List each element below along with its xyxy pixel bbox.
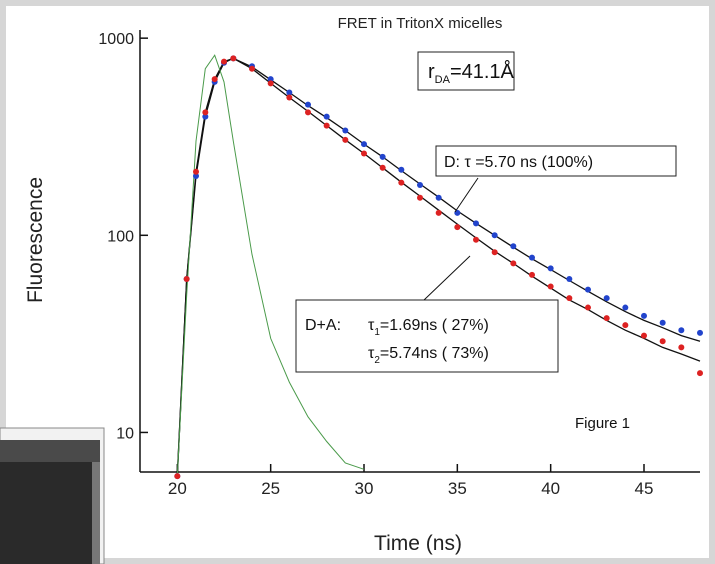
annotation: D: τ =5.70 ns (100%): [444, 154, 593, 171]
point: [678, 327, 685, 334]
point: [566, 276, 573, 283]
point: [417, 194, 423, 201]
photo: [0, 440, 100, 462]
x-axis-label: Time (ns): [374, 532, 462, 555]
x-tick-label: 30: [355, 479, 374, 498]
subscript: DA: [435, 74, 451, 86]
point: [622, 322, 629, 329]
point: [342, 136, 349, 143]
point: [230, 55, 237, 62]
point: [547, 265, 554, 272]
point: [491, 249, 498, 256]
point: [641, 312, 647, 319]
photo-inset: [0, 427, 105, 564]
point: [417, 181, 423, 188]
point: [211, 76, 218, 83]
point: [697, 370, 703, 377]
annotation-box: [417, 51, 515, 91]
point: [435, 209, 442, 216]
subscript: 1: [374, 327, 380, 338]
y-tick-label: 10: [116, 425, 134, 442]
point: [603, 315, 610, 322]
y-tick-label: 1000: [98, 31, 134, 48]
annotation: D+A:: [305, 317, 341, 334]
arrow: [423, 255, 471, 301]
point: [641, 332, 647, 339]
point: [361, 150, 367, 157]
point: [323, 122, 330, 129]
annotation: τ1=1.69ns ( 27%): [368, 317, 489, 338]
x-tick-label: 20: [168, 479, 187, 498]
point: [547, 283, 554, 290]
y-axis-label: Fluorescence: [24, 177, 47, 303]
point: [193, 172, 199, 179]
point: [379, 153, 386, 160]
annotation: τ2=5.74ns ( 73%): [368, 345, 489, 366]
point: [678, 344, 685, 351]
line: [176, 54, 365, 477]
annotation: rDA=41.1Å: [428, 60, 515, 86]
point: [491, 232, 498, 239]
chart-title: FRET in TritonX micelles: [338, 15, 503, 32]
point: [323, 113, 330, 120]
point: [473, 236, 479, 243]
symbol: r: [428, 61, 435, 83]
annotation-box: [435, 145, 677, 177]
point: [510, 260, 517, 267]
page: [6, 6, 709, 558]
x-tick-label: 45: [635, 479, 654, 498]
point: [454, 224, 461, 231]
point: [454, 209, 461, 216]
point: [510, 243, 517, 250]
point: [221, 58, 227, 65]
point: [305, 109, 311, 116]
annotation: Figure 1: [575, 415, 630, 432]
point: [305, 101, 311, 108]
point: [286, 89, 293, 96]
point: [398, 179, 405, 186]
point: [659, 338, 666, 345]
point: [193, 168, 199, 175]
point: [697, 329, 703, 336]
point: [566, 295, 573, 302]
photo: [92, 462, 100, 564]
point: [622, 304, 629, 311]
point: [249, 65, 255, 72]
annotation-text: =1.69ns ( 27%): [380, 317, 489, 334]
annotation-text: =41.1Å: [450, 60, 515, 83]
subscript: 2: [374, 355, 380, 366]
point: [398, 166, 405, 173]
point: [202, 109, 209, 116]
point: [174, 473, 181, 480]
point: [435, 194, 442, 201]
point: [529, 254, 535, 261]
point: [267, 76, 274, 83]
point: [183, 276, 190, 283]
point: [473, 220, 479, 227]
point: [286, 94, 293, 101]
point: [202, 113, 209, 120]
point: [585, 304, 591, 311]
annotation-text: =5.74ns ( 73%): [380, 345, 489, 362]
point: [659, 319, 666, 326]
point: [267, 80, 274, 87]
point: [361, 141, 367, 148]
x-tick-label: 35: [448, 479, 467, 498]
symbol: τ: [368, 317, 375, 334]
point: [529, 271, 535, 278]
x-tick-label: 40: [541, 479, 560, 498]
point: [379, 164, 386, 171]
annotation-box: [295, 299, 559, 373]
x-tick-label: 25: [261, 479, 280, 498]
y-tick-label: 100: [107, 228, 134, 245]
plot: 20 25 30 35 40 45 10 100 1000: [98, 31, 703, 498]
symbol: τ: [368, 345, 375, 362]
point: [585, 286, 591, 293]
point: [342, 127, 349, 134]
point: [603, 295, 610, 302]
arrow: [454, 177, 479, 213]
